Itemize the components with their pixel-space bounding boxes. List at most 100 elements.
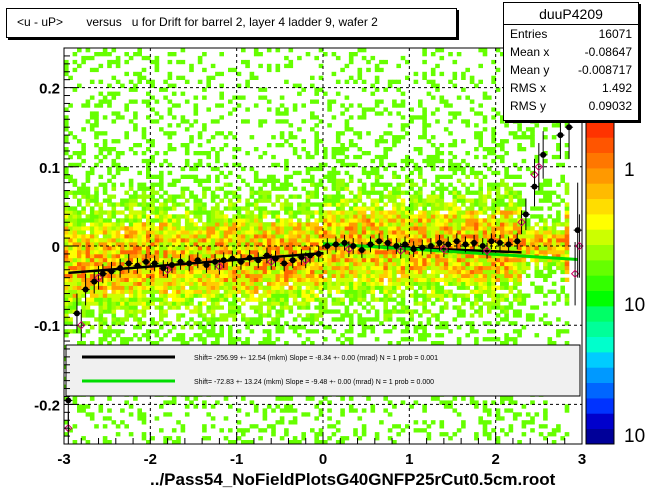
heat-cell (418, 265, 423, 271)
heat-cell (210, 416, 216, 421)
heat-cell (517, 277, 522, 282)
heat-cell (98, 131, 104, 136)
heat-cell (478, 194, 483, 199)
heat-cell (370, 273, 376, 278)
heat-cell (534, 206, 540, 211)
heat-cell (348, 127, 354, 132)
heat-cell (512, 242, 518, 247)
heat-cell (452, 206, 458, 211)
heat-cell (94, 250, 99, 255)
heat-cell (335, 79, 341, 84)
heat-cell (115, 139, 121, 144)
heat-cell (245, 341, 250, 346)
heat-cell (305, 261, 311, 267)
heat-cell (374, 67, 380, 73)
heat-cell (193, 277, 199, 282)
heat-cell (89, 194, 95, 199)
heat-cell (258, 238, 263, 243)
heat-cell (150, 285, 155, 290)
heat-cell (232, 67, 237, 73)
heat-cell (159, 297, 164, 302)
heat-cell (318, 408, 324, 413)
heat-cell (120, 238, 125, 243)
heat-cell (422, 289, 427, 294)
heat-cell (232, 107, 237, 112)
heat-cell (89, 265, 95, 271)
heat-cell (193, 151, 199, 156)
heat-cell (249, 194, 255, 199)
heat-cell (310, 115, 315, 120)
heat-cell (500, 222, 505, 227)
heat-cell (525, 127, 531, 132)
heat-cell (323, 194, 328, 199)
heat-cell (98, 238, 104, 243)
heat-cell (258, 273, 263, 278)
heat-cell (133, 52, 138, 57)
heat-cell (271, 301, 276, 306)
heat-cell (279, 95, 285, 100)
heat-cell (249, 321, 255, 326)
heat-cell (68, 242, 73, 247)
heat-cell (133, 317, 138, 322)
heat-cell (180, 75, 186, 80)
heat-cell (491, 293, 496, 298)
heat-cell (266, 285, 272, 290)
heat-cell (167, 75, 173, 80)
heat-cell (314, 277, 319, 282)
heat-cell (193, 333, 199, 338)
heat-cell (279, 281, 285, 286)
heat-cell (279, 265, 285, 271)
heat-cell (64, 309, 69, 314)
heat-cell (128, 281, 134, 286)
heat-cell (150, 107, 155, 112)
heat-cell (275, 198, 281, 203)
heat-cell (331, 250, 337, 255)
heat-cell (301, 103, 306, 108)
heat-cell (77, 329, 82, 334)
heat-cell (465, 246, 470, 251)
heat-cell (77, 226, 82, 231)
heat-cell (197, 250, 203, 255)
heat-cell (64, 242, 69, 247)
heat-cell (115, 63, 121, 69)
heat-cell (327, 253, 332, 259)
heat-cell (491, 329, 496, 334)
heat-cell (435, 218, 440, 223)
heat-cell (383, 408, 388, 413)
heat-cell (210, 309, 216, 314)
heat-cell (517, 127, 522, 132)
heat-cell (327, 285, 332, 290)
heat-cell (163, 333, 168, 338)
heat-cell (197, 301, 203, 306)
heat-cell (426, 234, 432, 239)
heat-cell (163, 301, 168, 306)
heat-cell (301, 436, 306, 441)
heat-cell (525, 261, 531, 267)
heat-cell (435, 154, 440, 160)
heat-cell (426, 238, 432, 243)
heat-cell (448, 103, 453, 108)
heat-cell (189, 230, 194, 235)
heat-cell (469, 79, 475, 84)
heat-cell (400, 337, 406, 342)
heat-cell (361, 79, 367, 84)
heat-cell (301, 297, 306, 302)
heat-cell (335, 178, 341, 183)
heat-cell (241, 119, 246, 124)
heat-cell (482, 269, 488, 275)
heat-cell (327, 309, 332, 314)
heat-cell (379, 289, 384, 294)
heat-cell (94, 210, 99, 215)
heat-cell (323, 154, 328, 160)
heat-cell (167, 162, 173, 168)
heat-cell (327, 238, 332, 243)
heat-cell (236, 250, 242, 255)
heat-cell (154, 226, 160, 231)
heat-cell (504, 123, 509, 128)
heat-cell (538, 273, 544, 278)
heat-cell (193, 230, 199, 235)
heat-cell (383, 293, 388, 298)
heat-cell (370, 305, 376, 310)
heat-cell (266, 321, 272, 326)
heat-cell (163, 321, 168, 326)
